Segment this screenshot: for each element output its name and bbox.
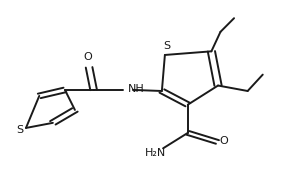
- Text: H₂N: H₂N: [145, 148, 166, 158]
- Text: O: O: [83, 52, 92, 62]
- Text: S: S: [16, 125, 23, 135]
- Text: S: S: [163, 41, 170, 51]
- Text: NH: NH: [128, 84, 144, 94]
- Text: O: O: [220, 136, 228, 146]
